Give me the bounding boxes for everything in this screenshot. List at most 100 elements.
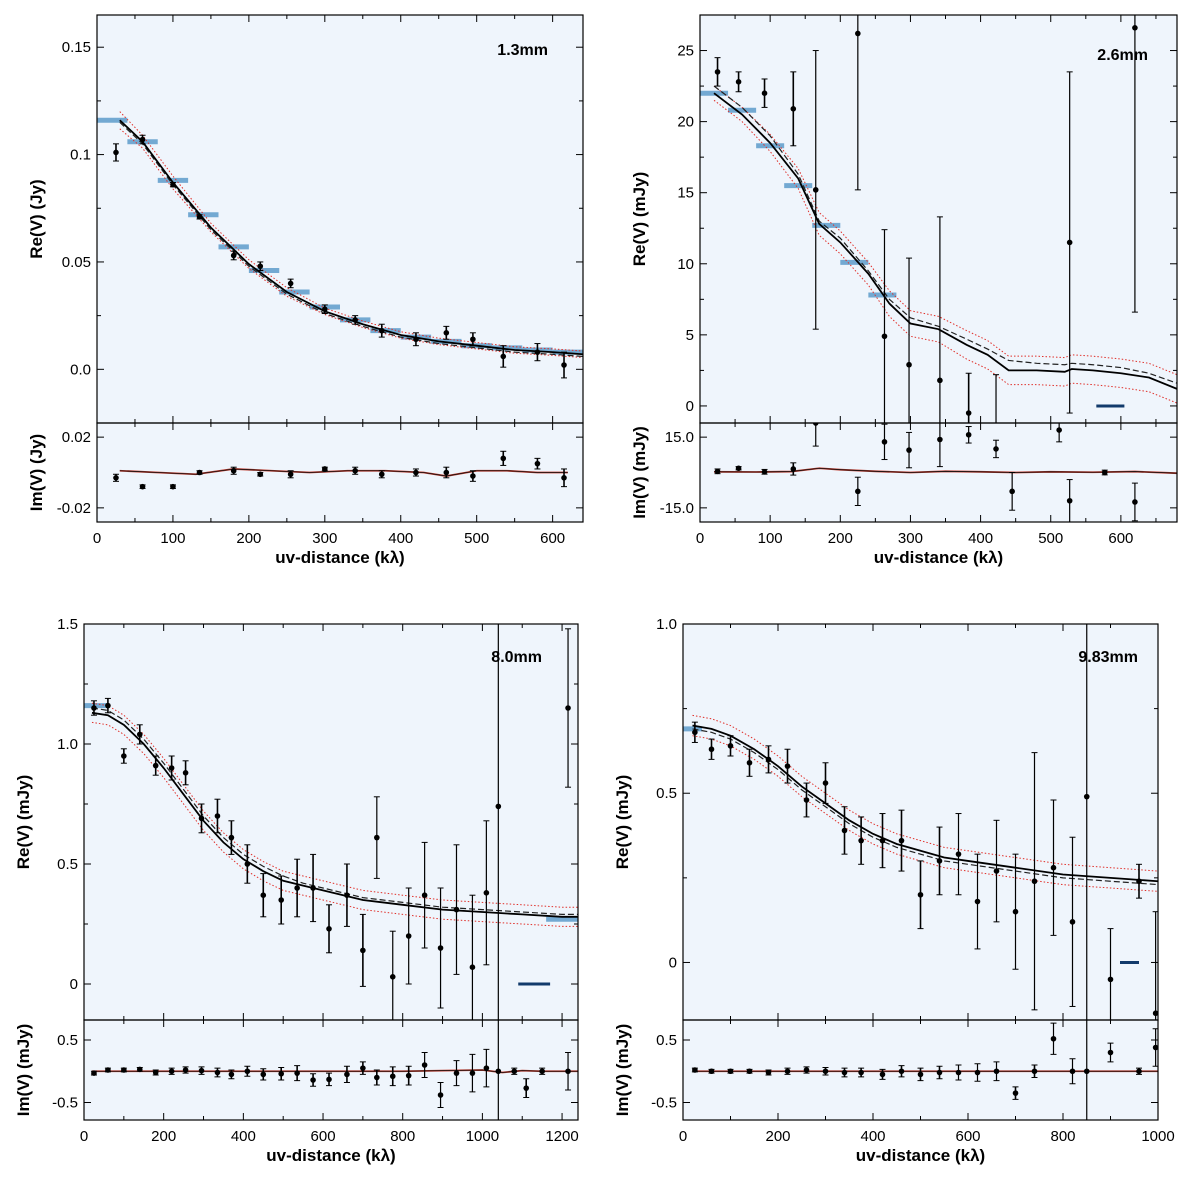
re-data-point bbox=[278, 897, 285, 903]
y-tick-label-re: 25 bbox=[677, 43, 694, 60]
im-data-point bbox=[360, 1065, 366, 1071]
x-tick-label: 300 bbox=[312, 530, 337, 547]
x-tick-label: 400 bbox=[388, 530, 413, 547]
im-data-point bbox=[855, 488, 861, 495]
im-data-point bbox=[906, 447, 912, 453]
y-tick-label-re: 0.05 bbox=[62, 254, 91, 271]
re-data-point bbox=[483, 890, 490, 896]
im-data-point bbox=[534, 460, 541, 467]
im-data-point bbox=[121, 1067, 127, 1073]
re-data-point bbox=[534, 349, 541, 355]
re-data-point bbox=[993, 868, 1000, 874]
re-data-point bbox=[260, 892, 267, 898]
panel-2-6mm: 0 100 200 300 400 500 600 0 5 10 15 20 25 -15.0 15.0 uv… bbox=[630, 14, 1178, 567]
im-data-point bbox=[727, 1068, 734, 1075]
im-data-point bbox=[152, 1069, 159, 1076]
re-data-point bbox=[855, 30, 861, 37]
im-data-point bbox=[822, 1068, 829, 1075]
im-data-point bbox=[1132, 499, 1138, 505]
re-data-point bbox=[1107, 976, 1114, 983]
im-data-point bbox=[898, 1068, 905, 1075]
im-data-point bbox=[803, 1067, 810, 1073]
im-data-point bbox=[483, 1065, 490, 1071]
im-data-point bbox=[1083, 1068, 1090, 1075]
im-data-point bbox=[230, 467, 237, 474]
x-tick-label: 0 bbox=[696, 530, 704, 547]
y-axis-label-re: Re(V) (Jy) bbox=[27, 179, 46, 258]
re-data-point bbox=[1012, 908, 1019, 915]
x-tick-label: 200 bbox=[828, 530, 853, 547]
re-data-point bbox=[344, 892, 350, 898]
x-tick-label: 200 bbox=[151, 1128, 176, 1145]
re-data-point bbox=[310, 885, 316, 891]
re-data-point bbox=[790, 106, 797, 112]
im-data-point bbox=[1136, 1068, 1142, 1075]
model-line bbox=[692, 724, 1158, 883]
re-data-point bbox=[898, 837, 905, 844]
x-tick-label: 400 bbox=[860, 1128, 885, 1145]
model-line bbox=[91, 711, 578, 918]
im-data-point bbox=[91, 1070, 97, 1076]
im-data-point bbox=[170, 483, 176, 490]
x-tick-label: 1000 bbox=[1141, 1128, 1174, 1145]
im-plot bbox=[90, 1020, 578, 1120]
re-data-point bbox=[727, 743, 734, 749]
plot-area-im bbox=[97, 423, 583, 522]
model-upper-bound bbox=[713, 85, 1177, 376]
re-data-point bbox=[228, 834, 235, 841]
im-data-point bbox=[765, 1069, 772, 1076]
re-data-point bbox=[352, 317, 358, 323]
re-data-point bbox=[735, 79, 742, 85]
re-data-point bbox=[214, 813, 221, 819]
im-data-point bbox=[761, 468, 768, 475]
alt-model-line bbox=[713, 85, 1177, 384]
im-data-point bbox=[421, 1062, 428, 1068]
re-plot bbox=[97, 111, 583, 379]
im-data-point bbox=[790, 466, 797, 472]
im-data-point bbox=[965, 431, 972, 438]
im-data-point bbox=[565, 1068, 571, 1075]
plot-area-re bbox=[97, 15, 583, 423]
re-data-point bbox=[443, 330, 450, 336]
im-data-point bbox=[500, 455, 507, 462]
panel-9-83mm: 0 200 400 600 800 1000 0 0.5 1.0 -0.5 0.5 uv-distan… bbox=[613, 616, 1175, 1165]
re-data-point bbox=[113, 149, 119, 156]
plot-area-re bbox=[683, 624, 1158, 1020]
re-data-point bbox=[294, 885, 300, 891]
im-data-point bbox=[470, 473, 476, 479]
y-axis-label-im: Im(V) (mJy) bbox=[630, 426, 649, 519]
re-plot bbox=[700, 15, 1177, 423]
y-tick-label-im: 0.02 bbox=[62, 429, 91, 446]
im-data-point bbox=[469, 1070, 476, 1076]
y-tick-label-re: 1.5 bbox=[57, 616, 78, 633]
re-data-point bbox=[917, 891, 924, 898]
im-data-point bbox=[168, 1068, 175, 1075]
im-data-point bbox=[378, 471, 385, 478]
y-tick-label-im: 0.5 bbox=[57, 1032, 78, 1049]
y-tick-label-re: 20 bbox=[677, 114, 694, 131]
re-data-point bbox=[470, 336, 476, 343]
x-tick-label: 400 bbox=[231, 1128, 256, 1145]
y-axis-label-re: Re(V) (mJy) bbox=[613, 775, 632, 869]
y-tick-label-re: 0 bbox=[686, 398, 694, 415]
im-data-point bbox=[214, 1069, 221, 1076]
im-data-point bbox=[182, 1067, 189, 1073]
im-data-point bbox=[344, 1071, 350, 1078]
y-axis-label-im: Im(V) (mJy) bbox=[613, 1024, 632, 1117]
im-data-point bbox=[858, 1069, 864, 1076]
re-data-point bbox=[746, 759, 753, 766]
y-tick-label-re: 0.1 bbox=[70, 147, 91, 164]
im-data-point bbox=[1012, 1090, 1019, 1096]
im-data-point bbox=[310, 1077, 316, 1083]
re-data-point bbox=[841, 827, 848, 834]
x-tick-label: 0 bbox=[80, 1128, 88, 1145]
im-data-point bbox=[287, 471, 294, 478]
re-data-point bbox=[198, 815, 205, 822]
model-line bbox=[713, 92, 1177, 390]
band-label: 8.0mm bbox=[491, 649, 542, 666]
im-data-point bbox=[405, 1072, 412, 1079]
re-data-point bbox=[1069, 919, 1076, 925]
x-tick-label: 400 bbox=[968, 530, 993, 547]
im-data-point bbox=[1101, 469, 1108, 476]
